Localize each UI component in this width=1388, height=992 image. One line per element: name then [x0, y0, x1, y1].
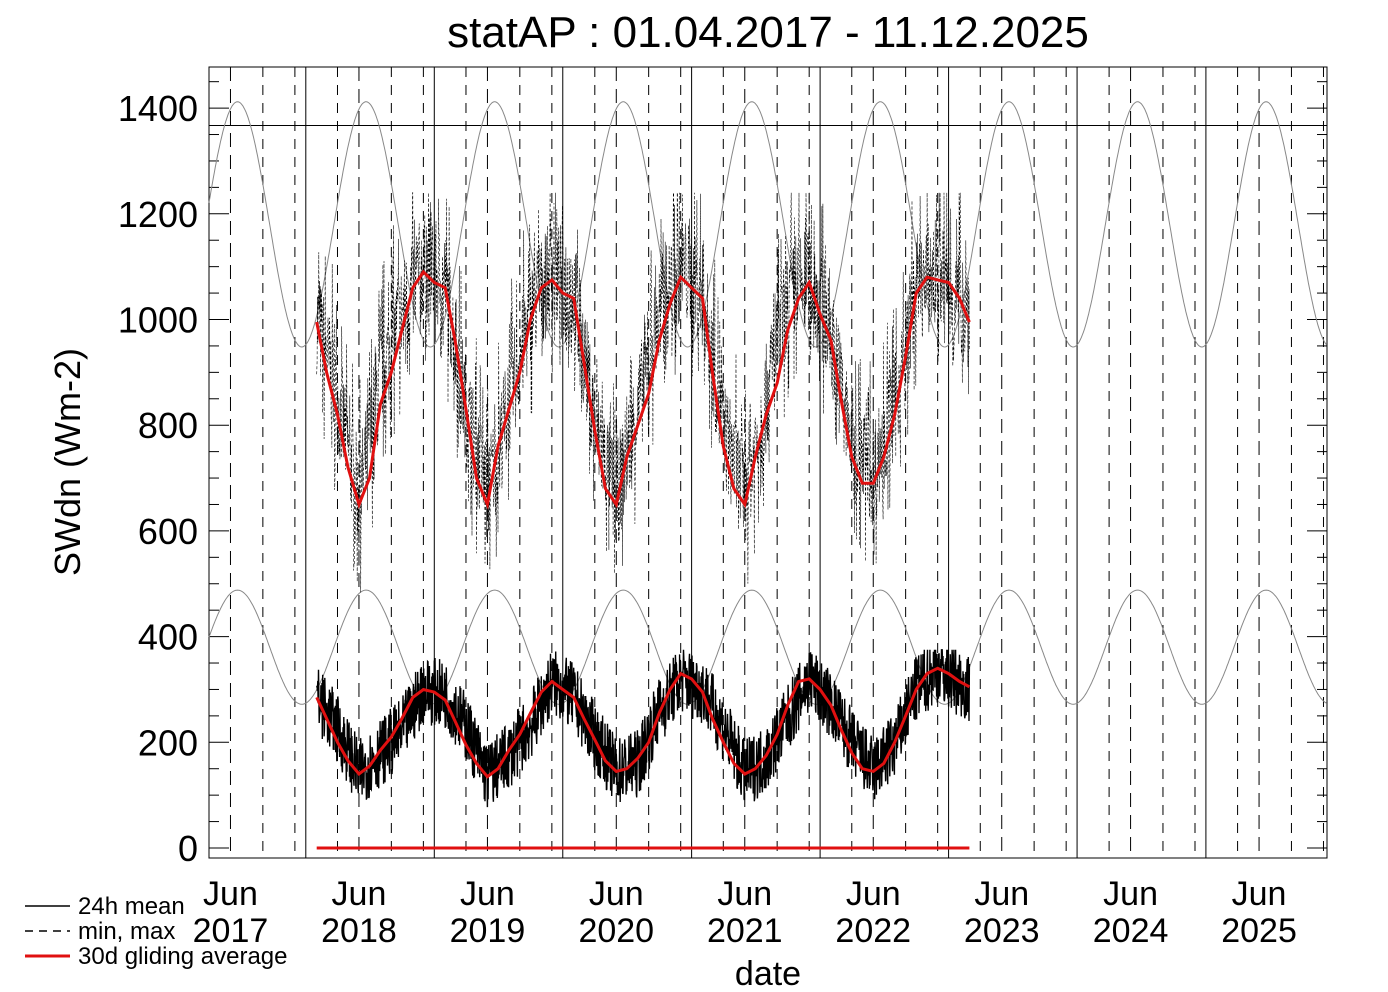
chart-title: statAP : 01.04.2017 - 11.12.2025	[447, 8, 1089, 57]
toa-max-envelope	[208, 101, 1327, 348]
y-tick-label: 1400	[118, 88, 198, 129]
y-tick-label: 400	[138, 617, 198, 658]
gliding-average-line-2	[315, 269, 971, 510]
daily-mean-line	[316, 649, 971, 808]
y-axis-label: SWdn (Wm-2)	[47, 348, 88, 576]
legend-label: 30d gliding average	[78, 943, 288, 970]
x-tick-year-label: 2018	[321, 912, 397, 950]
x-tick-month-label: Jun	[717, 875, 772, 913]
x-tick-year-label: 2019	[450, 912, 526, 950]
toa-mean-envelope	[208, 589, 1327, 705]
plot-area: 0200400600800100012001400Jun2017Jun2018J…	[118, 66, 1328, 950]
x-tick-year-label: 2021	[707, 912, 783, 950]
x-tick-month-label: Jun	[1232, 875, 1287, 913]
x-tick-year-label: 2025	[1221, 912, 1297, 950]
x-tick-month-label: Jun	[589, 875, 644, 913]
x-tick-year-label: 2022	[835, 912, 911, 950]
daily-max-line	[316, 192, 970, 593]
y-tick-label: 200	[138, 722, 198, 763]
y-tick-label: 1200	[118, 194, 198, 235]
x-tick-month-label: Jun	[1103, 875, 1158, 913]
y-tick-label: 0	[178, 828, 198, 869]
x-axis-label: date	[735, 955, 801, 992]
x-tick-month-label: Jun	[460, 875, 515, 913]
x-tick-month-label: Jun	[332, 875, 387, 913]
gliding-average-line-1	[315, 666, 971, 779]
y-tick-label: 600	[138, 511, 198, 552]
x-tick-month-label: Jun	[203, 875, 258, 913]
legend-label: 24h mean	[78, 893, 185, 920]
legend-label: min, max	[78, 918, 175, 945]
x-tick-year-label: 2020	[578, 912, 654, 950]
x-tick-month-label: Jun	[846, 875, 901, 913]
x-tick-year-label: 2024	[1093, 912, 1169, 950]
y-tick-label: 800	[138, 405, 198, 446]
x-tick-month-label: Jun	[974, 875, 1029, 913]
y-tick-label: 1000	[118, 300, 198, 341]
x-tick-year-label: 2023	[964, 912, 1040, 950]
x-tick-year-label: 2017	[193, 912, 269, 950]
plot-frame	[208, 66, 1328, 859]
